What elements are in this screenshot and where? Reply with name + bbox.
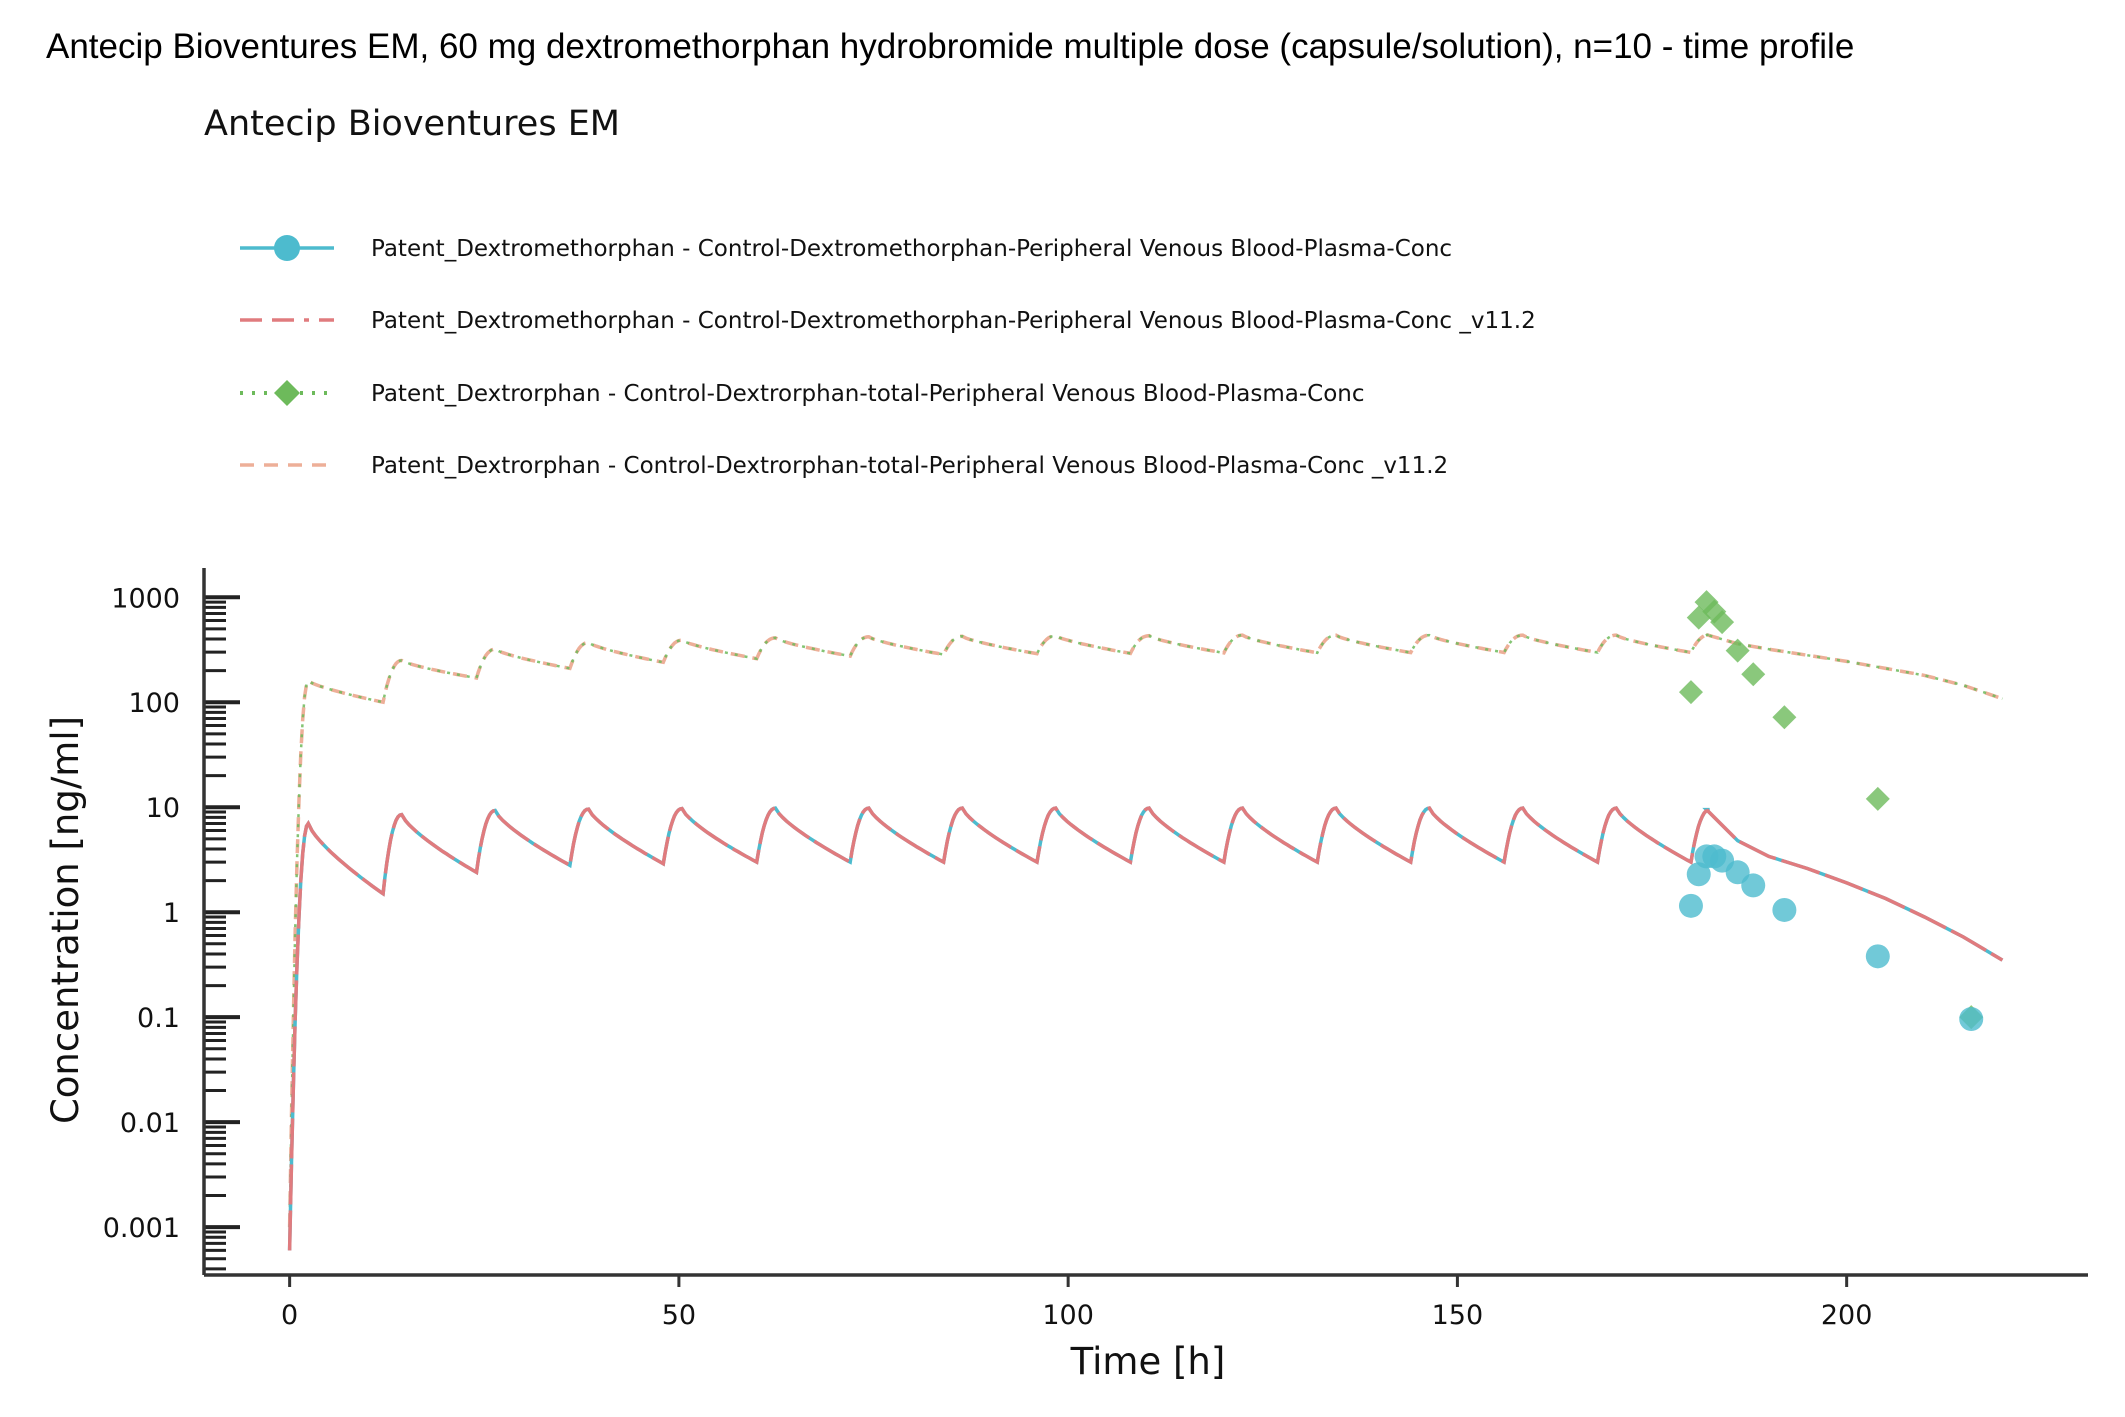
legend-label: Patent_Dextrorphan - Control-Dextrorphan… [371, 453, 1448, 479]
legend: Patent_Dextromethorphan - Control-Dextro… [240, 235, 1536, 479]
dextromethorphan-observed-point [1678, 893, 1703, 918]
x-axis-title: Time [h] [1070, 1340, 1226, 1383]
dextrorphan-observed-point [1741, 662, 1766, 687]
dextromethorphan-observed-point [1959, 1007, 1984, 1032]
y-axis-title: Concentration [ng/ml] [44, 716, 87, 1124]
dextrorphan-observed-point [1710, 610, 1735, 635]
legend-item: Patent_Dextromethorphan - Control-Dextro… [240, 308, 1536, 334]
chart-subtitle: Antecip Bioventures EM [204, 104, 620, 144]
legend-item: Patent_Dextrorphan - Control-Dextrorphan… [240, 380, 1365, 407]
page-title: Antecip Bioventures EM, 60 mg dextrometh… [46, 27, 1854, 66]
x-axis-ticks: 0 50 100 150 200 [281, 1275, 1872, 1331]
x-tick-label: 0 [281, 1300, 298, 1331]
legend-item: Patent_Dextrorphan - Control-Dextrorphan… [240, 453, 1448, 479]
legend-label: Patent_Dextromethorphan - Control-Dextro… [371, 308, 1536, 334]
y-tick-label: 0.001 [103, 1213, 180, 1244]
y-tick-label: 100 [128, 688, 180, 719]
dextrorphan-observed-point [1725, 638, 1750, 663]
y-tick-label: 1000 [111, 583, 180, 614]
dextrorphan-observed-point [1865, 786, 1890, 811]
dextromethorphan-observed-point [1741, 873, 1766, 898]
series-layer [287, 632, 2004, 1251]
y-tick-label: 1 [163, 898, 180, 929]
legend-item: Patent_Dextromethorphan - Control-Dextro… [240, 235, 1452, 262]
legend-label: Patent_Dextromethorphan - Control-Dextro… [371, 236, 1452, 262]
y-tick-label: 10 [146, 793, 180, 824]
legend-diamond-marker [274, 380, 300, 406]
y-axis-ticks: 0.001 0.01 0.1 1 10 100 1000 [103, 583, 240, 1271]
dextrorphan-simulated-overlay [288, 633, 2003, 1228]
plot-area: 0.001 0.01 0.1 1 10 100 1000 0 50 100 150 200 [103, 568, 2088, 1331]
dextrorphan-simulated-line [287, 632, 2003, 1228]
y-tick-label: 0.1 [137, 1003, 180, 1034]
x-tick-label: 50 [662, 1300, 696, 1331]
y-tick-label: 0.01 [120, 1108, 180, 1139]
observed-points-layer [1678, 590, 1984, 1032]
dextromethorphan-simulated-line [287, 806, 2004, 1251]
x-tick-label: 150 [1432, 1300, 1484, 1331]
dextromethorphan-observed-point [1772, 897, 1797, 922]
dextrorphan-observed-point [1678, 680, 1703, 705]
x-tick-label: 100 [1042, 1300, 1094, 1331]
legend-circle-marker [274, 235, 300, 261]
dextromethorphan-observed-point [1865, 944, 1890, 969]
x-tick-label: 200 [1821, 1300, 1873, 1331]
legend-label: Patent_Dextrorphan - Control-Dextrorphan… [371, 381, 1365, 407]
dextrorphan-observed-point [1772, 705, 1797, 730]
